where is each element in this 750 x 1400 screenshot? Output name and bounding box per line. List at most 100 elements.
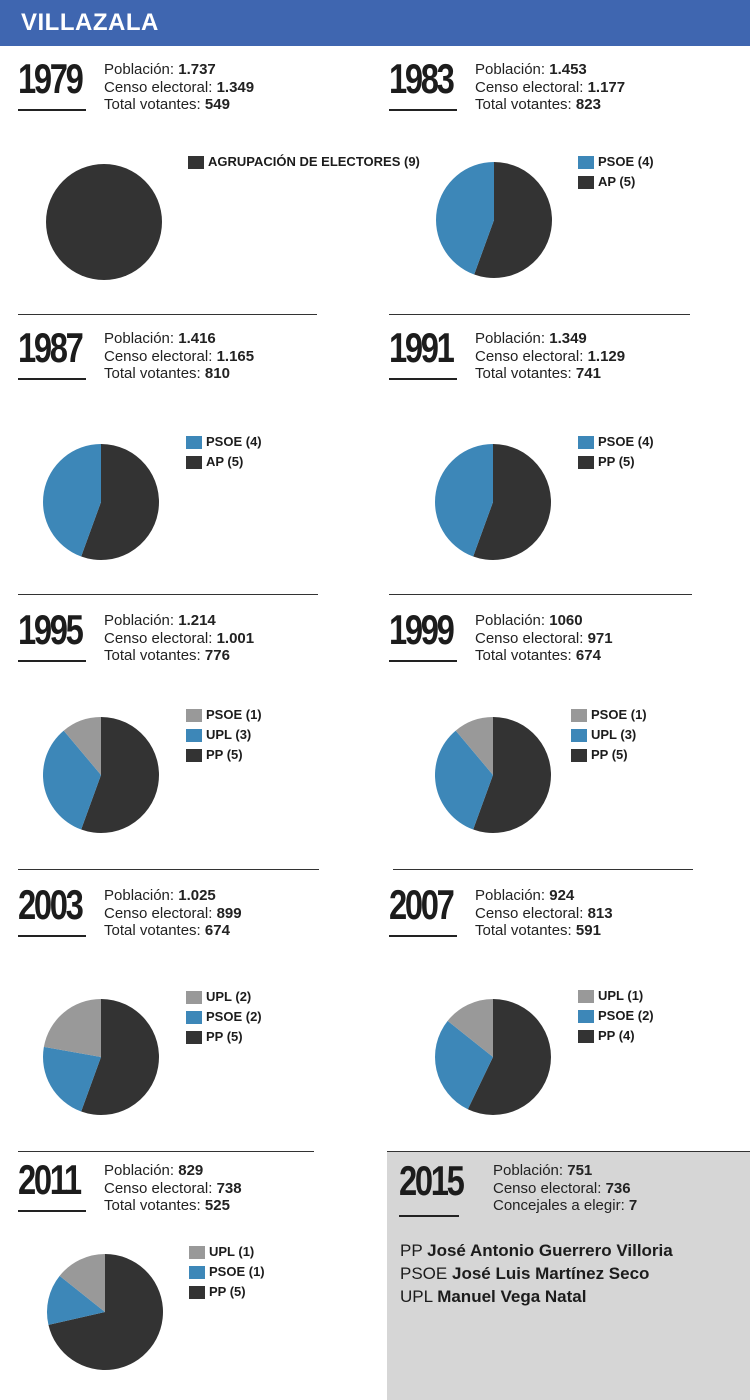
legend-label: PSOE (1): [591, 707, 647, 722]
poblacion-value: 1.349: [549, 330, 587, 347]
pie-slice-psoe: [42, 1046, 101, 1112]
year-underline: [18, 1210, 86, 1212]
candidates-list: PP José Antonio Guerrero Villoria PSOE J…: [400, 1239, 673, 1308]
candidate-name: José Antonio Guerrero Villoria: [427, 1241, 673, 1260]
legend-label: UPL (3): [591, 727, 637, 742]
pie-chart: [46, 164, 162, 280]
poblacion-value: 1.025: [178, 887, 216, 904]
legend-label: PSOE (4): [598, 154, 654, 169]
pie-slice-psoe: [47, 1275, 105, 1325]
censo-value: 1.001: [216, 629, 255, 647]
legend-swatch: [189, 1265, 205, 1279]
votantes-value: 823: [575, 96, 601, 113]
legend: PSOE (4) AP (5): [578, 152, 654, 192]
censo-value: 1.129: [587, 347, 626, 365]
year-underline: [18, 935, 86, 937]
legend-swatch: [578, 435, 594, 449]
candidate-name: Manuel Vega Natal: [437, 1287, 587, 1306]
pie-slice-psoe: [436, 162, 494, 275]
candidate-row: UPL Manuel Vega Natal: [400, 1285, 673, 1308]
poblacion-label: Población:: [475, 887, 546, 904]
legend-label: PSOE (2): [598, 1008, 654, 1023]
election-2015-panel: 2015 Población: 751 Censo electoral: 736…: [387, 1151, 750, 1400]
votantes-label: Total votantes:: [104, 96, 201, 113]
separator-line: [393, 869, 693, 870]
year-label: 2015: [399, 1157, 465, 1204]
legend-label: AP (5): [598, 174, 636, 189]
votantes-value: 741: [575, 365, 601, 382]
censo-label: Censo electoral:: [104, 78, 213, 96]
legend-swatch: [571, 728, 587, 742]
legend-swatch: [186, 728, 202, 742]
censo-value: 1.349: [216, 78, 255, 96]
legend: UPL (1) PSOE (2) PP (4): [578, 986, 654, 1046]
legend-item: AP (5): [578, 172, 654, 192]
pie-slice-upl: [447, 999, 493, 1057]
pie-slice-pp: [467, 999, 551, 1115]
legend-swatch: [186, 1010, 202, 1024]
votantes-label: Total votantes:: [475, 647, 572, 664]
legend-label: UPL (3): [206, 727, 252, 742]
legend-swatch: [578, 175, 594, 189]
legend-label: PP (5): [591, 747, 628, 762]
legend-label: PSOE (2): [206, 1009, 262, 1024]
legend-item: PP (5): [578, 452, 654, 472]
legend-item: PP (5): [186, 1027, 262, 1047]
pie-slice-agrupación: [46, 164, 162, 280]
candidate-row: PP José Antonio Guerrero Villoria: [400, 1239, 673, 1262]
legend-item: PSOE (2): [186, 1007, 262, 1027]
censo-label: Censo electoral:: [475, 347, 584, 365]
poblacion-label: Población:: [475, 61, 546, 78]
year-underline: [389, 378, 457, 380]
poblacion-value: 1.737: [178, 61, 216, 78]
votantes-value: 591: [575, 922, 601, 939]
poblacion-value: 1.416: [178, 330, 216, 347]
stats-block: Población: 924 Censo electoral: 813 Total …: [475, 887, 613, 940]
legend-item: PP (5): [186, 745, 262, 765]
poblacion-value: 924: [549, 887, 575, 904]
censo-value: 813: [587, 904, 613, 922]
candidate-party: PSOE: [400, 1264, 448, 1283]
poblacion-value: 1.214: [178, 612, 216, 629]
legend-item: UPL (3): [571, 725, 647, 745]
year-label: 1987: [18, 324, 84, 371]
legend: AGRUPACIÓN DE ELECTORES (9): [188, 152, 420, 172]
pie-slice-ap: [81, 444, 159, 560]
separator-line: [387, 1151, 750, 1152]
legend-swatch: [189, 1245, 205, 1259]
stats-block: Población: 1.025 Censo electoral: 899 Tota…: [104, 887, 242, 940]
censo-label: Censo electoral:: [475, 78, 584, 96]
votantes-label: Total votantes:: [475, 365, 572, 382]
poblacion-value: 1.453: [549, 61, 587, 78]
censo-label: Censo electoral:: [493, 1179, 602, 1197]
legend-item: PSOE (2): [578, 1006, 654, 1026]
legend-swatch: [188, 155, 204, 169]
pie-chart: [435, 444, 551, 560]
poblacion-value: 829: [178, 1162, 204, 1179]
censo-value: 736: [605, 1179, 631, 1197]
censo-label: Censo electoral:: [475, 629, 584, 647]
concejales-value: 7: [628, 1197, 638, 1214]
separator-line: [18, 594, 318, 595]
separator-line: [18, 1151, 314, 1152]
legend-item: UPL (3): [186, 725, 262, 745]
year-label: 1995: [18, 606, 84, 653]
legend: PSOE (4) PP (5): [578, 432, 654, 472]
legend-item: PSOE (1): [571, 705, 647, 725]
legend-label: PP (4): [598, 1028, 635, 1043]
pie-chart: [42, 999, 159, 1115]
poblacion-value: 751: [567, 1162, 593, 1179]
votantes-value: 810: [204, 365, 230, 382]
candidate-party: PP: [400, 1241, 423, 1260]
votantes-value: 525: [204, 1197, 230, 1214]
votantes-label: Total votantes:: [104, 1197, 201, 1214]
year-label: 2003: [18, 881, 84, 928]
legend-swatch: [186, 748, 202, 762]
legend-label: PP (5): [598, 454, 635, 469]
legend: PSOE (1) UPL (3) PP (5): [186, 705, 262, 765]
year-underline: [18, 660, 86, 662]
legend-item: PSOE (1): [186, 705, 262, 725]
legend-label: AP (5): [206, 454, 244, 469]
votantes-value: 776: [204, 647, 230, 664]
legend-swatch: [186, 990, 202, 1004]
